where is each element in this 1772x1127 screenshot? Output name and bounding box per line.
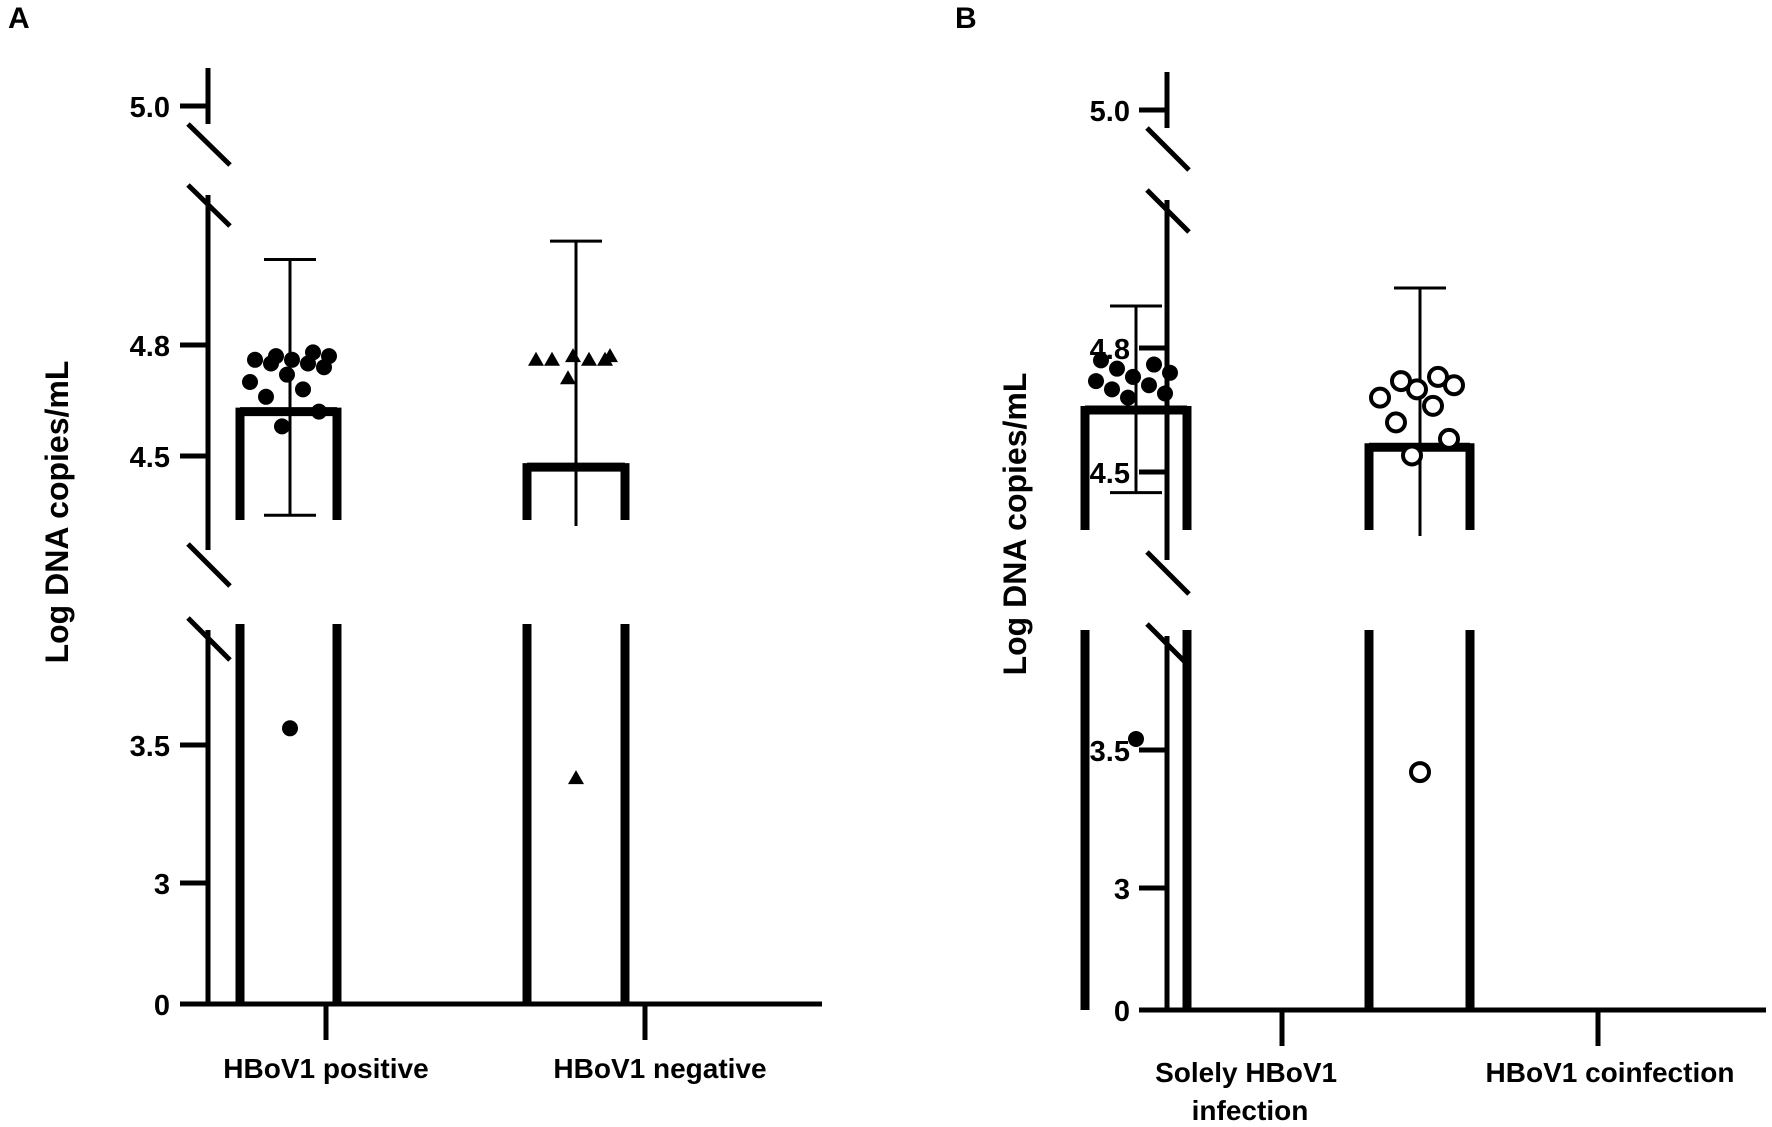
- panel-a-point-1-11: [247, 351, 263, 368]
- panel-a-category-label: HBoV1 negative: [553, 1053, 766, 1084]
- panel-b-point-1-3: [1157, 385, 1173, 402]
- panel-b-point-2-9: [1390, 370, 1412, 393]
- panel-b-marks: [1080, 286, 1475, 1010]
- panel-b-category-label: Solely HBoV1 infection: [1155, 1057, 1345, 1126]
- panel-a-tick-label: 0: [154, 990, 170, 1022]
- panel-a-tick-label: 3: [154, 869, 170, 901]
- panel-a-point-1-1: [282, 720, 298, 737]
- panel-a-tick-label: 4.5: [130, 442, 170, 474]
- panel-b-point-2-1: [1409, 761, 1431, 784]
- panel-b-category-label-line: Solely HBoV1: [1155, 1057, 1337, 1088]
- panel-b: B Log DNA copies/mL 5.0 4.8 4.5 3.5 3 0: [955, 2, 1766, 1126]
- panel-b-point-1-7: [1125, 368, 1141, 385]
- panel-a-point-1-14: [268, 348, 284, 365]
- panel-b-point-1-4: [1104, 381, 1120, 398]
- panel-a-break-mark: [186, 122, 232, 167]
- panel-a-point-1-4: [258, 388, 274, 405]
- panel-a-break-mark: [186, 542, 232, 588]
- panel-a-point-2-2: [560, 370, 576, 385]
- panel-a-point-1-3: [311, 403, 327, 420]
- panel-b-tick-label: 0: [1114, 996, 1130, 1028]
- panel-a-marks: [235, 239, 630, 1004]
- panel-a-point-2-7: [565, 348, 581, 363]
- panel-a-tick-label: 3.5: [130, 731, 170, 763]
- panel-a-break-mark: [186, 616, 232, 662]
- panel-b-point-1-1: [1128, 730, 1144, 747]
- panel-b-point-1-5: [1141, 377, 1157, 394]
- panel-a-point-1-12: [284, 351, 300, 368]
- panel-b-tick-label: 3: [1114, 874, 1130, 906]
- panel-b-break-mark: [1145, 126, 1191, 172]
- panel-b-break-mark: [1145, 188, 1191, 234]
- panel-b-tick-label: 5.0: [1090, 96, 1130, 128]
- panel-b-point-1-8: [1162, 364, 1178, 381]
- panel-b-point-2-2: [1401, 444, 1423, 467]
- panel-b-point-2-4: [1385, 411, 1407, 434]
- panel-a-point-2-5: [581, 351, 597, 366]
- panel-a-point-1-15: [305, 344, 321, 361]
- panel-a-category-label: HBoV1 positive: [223, 1053, 428, 1084]
- panel-b-point-2-6: [1369, 386, 1391, 409]
- panel-a-ylabel: Log DNA copies/mL: [39, 361, 75, 664]
- panel-b-category-label: HBoV1 coinfection: [1486, 1057, 1735, 1088]
- panel-a-point-2-6: [528, 351, 544, 366]
- panel-a-point-2-1: [568, 770, 584, 785]
- panel-a: A Log DNA copies/mL 5.0 4.8: [8, 2, 822, 1084]
- panel-b-point-2-3: [1438, 427, 1460, 450]
- panel-b-tick-label: 4.5: [1090, 458, 1130, 490]
- panel-a-y-axis: [180, 68, 822, 1040]
- panel-b-point-2-10: [1427, 365, 1449, 388]
- panel-b-point-1-9: [1109, 360, 1125, 377]
- panel-b-point-1-11: [1093, 352, 1109, 369]
- panel-b-y-axis: [1139, 72, 1766, 1046]
- panel-a-tick-label: 4.8: [130, 331, 170, 363]
- panel-b-break-mark: [1145, 550, 1191, 596]
- panel-a-point-1-5: [295, 381, 311, 398]
- panel-a-point-2-8: [602, 348, 618, 363]
- panel-a-point-1-13: [321, 348, 337, 365]
- panel-b-label: B: [955, 2, 977, 35]
- panel-b-point-1-10: [1146, 356, 1162, 373]
- panel-a-tick-label: 5.0: [130, 92, 170, 124]
- panel-b-category-label-line: infection: [1192, 1095, 1309, 1126]
- panel-a-point-1-6: [242, 374, 258, 390]
- panel-b-point-1-6: [1088, 373, 1104, 390]
- panel-b-tick-label: 3.5: [1090, 736, 1130, 768]
- panel-a-point-1-7: [279, 366, 295, 383]
- panel-b-break-mark: [1145, 622, 1191, 668]
- panel-a-point-2-4: [544, 351, 560, 366]
- panel-b-point-2-5: [1422, 394, 1444, 417]
- panel-a-label: A: [8, 2, 30, 35]
- panel-b-ylabel: Log DNA copies/mL: [997, 373, 1033, 676]
- panel-a-break-mark: [186, 183, 232, 228]
- panel-a-point-1-2: [274, 418, 290, 435]
- panel-b-point-1-2: [1120, 389, 1136, 406]
